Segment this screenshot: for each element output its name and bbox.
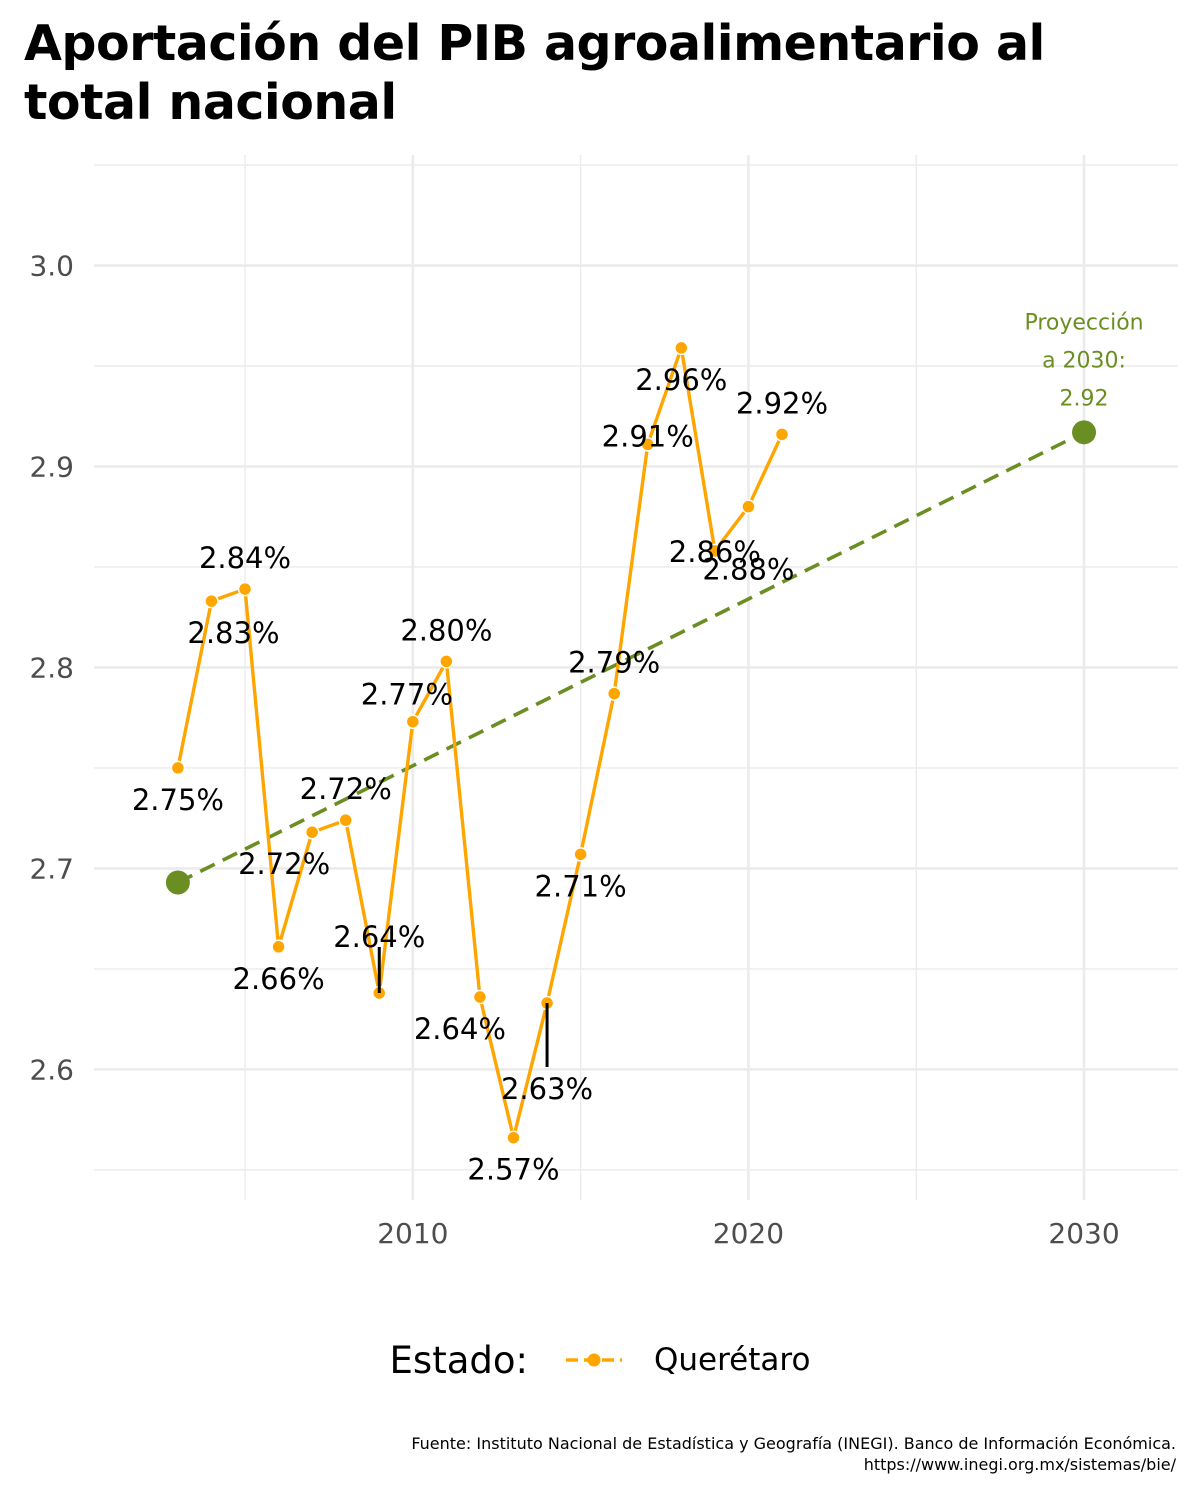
legend-label-queretaro: Querétaro — [653, 1342, 811, 1378]
data-label: 2.91% — [602, 419, 694, 453]
data-label: 2.96% — [635, 363, 727, 397]
data-label: 2.92% — [736, 386, 828, 420]
series-point — [304, 824, 320, 840]
caption-source: Fuente: Instituto Nacional de Estadístic… — [411, 1434, 1176, 1453]
data-label-layer: 2.75% 2.83% 2.84% 2.66% 2.72% 2.72% 2.64% 2.77%… — [132, 363, 828, 1187]
data-label: 2.86% — [669, 535, 761, 569]
chart-title: Aportación del PIB agroalimentario al to… — [24, 15, 1045, 131]
series-point — [573, 847, 588, 862]
projection-annotation-line: a 2030: — [1042, 348, 1126, 373]
y-tick-label: 3.0 — [29, 250, 74, 283]
legend-key-icon — [565, 1353, 622, 1367]
axis-tick-labels: 2010 2020 2030 2.6 2.7 2.8 2.9 3.0 — [29, 250, 1119, 1250]
projection-annotation-line: 2.92 — [1060, 386, 1109, 411]
data-label: 2.57% — [467, 1153, 559, 1187]
y-tick-label: 2.8 — [29, 651, 74, 684]
major-gridlines — [94, 155, 1178, 1200]
data-label: 2.80% — [400, 613, 492, 647]
data-label: 2.72% — [300, 772, 392, 806]
data-label: 2.77% — [361, 678, 453, 712]
series-point — [204, 593, 219, 609]
legend: Estado: Querétaro — [0, 1330, 1200, 1390]
legend-title: Estado: — [389, 1338, 528, 1382]
series-point — [405, 714, 421, 729]
projection-layer: Proyección a 2030: 2.92 — [165, 310, 1144, 895]
data-label: 2.72% — [238, 847, 330, 881]
series-point — [170, 760, 186, 776]
series-point — [774, 427, 790, 442]
series-point — [338, 812, 353, 828]
projection-annotation-line: Proyección — [1024, 310, 1143, 335]
series-point — [439, 654, 454, 669]
y-tick-label: 2.7 — [29, 852, 74, 885]
x-tick-label: 2030 — [1048, 1217, 1119, 1250]
data-label: 2.64% — [414, 1012, 506, 1046]
data-label: 2.84% — [199, 541, 291, 575]
series-point — [741, 499, 756, 514]
data-label: 2.79% — [568, 646, 660, 680]
series-point — [606, 686, 622, 701]
data-label: 2.88% — [702, 553, 794, 587]
line-chart: Proyección a 2030: 2.92 2.75% 2.83% 2.84% 2.6… — [29, 155, 1178, 1250]
y-tick-label: 2.9 — [29, 450, 74, 483]
source-caption: Fuente: Instituto Nacional de Estadístic… — [411, 1433, 1176, 1475]
data-label: 2.83% — [187, 616, 279, 650]
projection-start-point — [165, 870, 190, 895]
x-tick-label: 2010 — [377, 1217, 448, 1250]
data-label: 2.71% — [535, 869, 627, 903]
series-point — [237, 581, 253, 597]
projection-end-point — [1072, 420, 1097, 445]
y-tick-label: 2.6 — [29, 1053, 74, 1086]
data-label: 2.63% — [501, 1072, 593, 1106]
series-point — [271, 939, 286, 955]
series-point — [707, 543, 723, 559]
x-tick-label: 2020 — [713, 1217, 784, 1250]
data-label: 2.64% — [333, 920, 425, 954]
data-label: 2.75% — [132, 783, 224, 817]
series-point — [640, 437, 655, 452]
minor-gridlines — [94, 155, 1178, 1200]
data-label: 2.66% — [233, 962, 325, 996]
projection-line — [177, 430, 1085, 885]
series-point — [506, 1130, 521, 1145]
caption-url: https://www.inegi.org.mx/sistemas/bie/ — [863, 1455, 1176, 1474]
series-point — [472, 989, 488, 1005]
series-point — [674, 340, 689, 356]
